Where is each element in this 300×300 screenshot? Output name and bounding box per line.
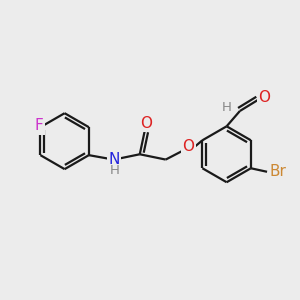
Text: H: H [110,164,119,177]
Text: N: N [108,152,120,167]
Text: H: H [222,101,232,114]
Text: O: O [140,116,152,131]
Text: O: O [182,140,194,154]
Text: F: F [34,118,43,133]
Text: O: O [259,90,271,105]
Text: Br: Br [270,164,287,179]
